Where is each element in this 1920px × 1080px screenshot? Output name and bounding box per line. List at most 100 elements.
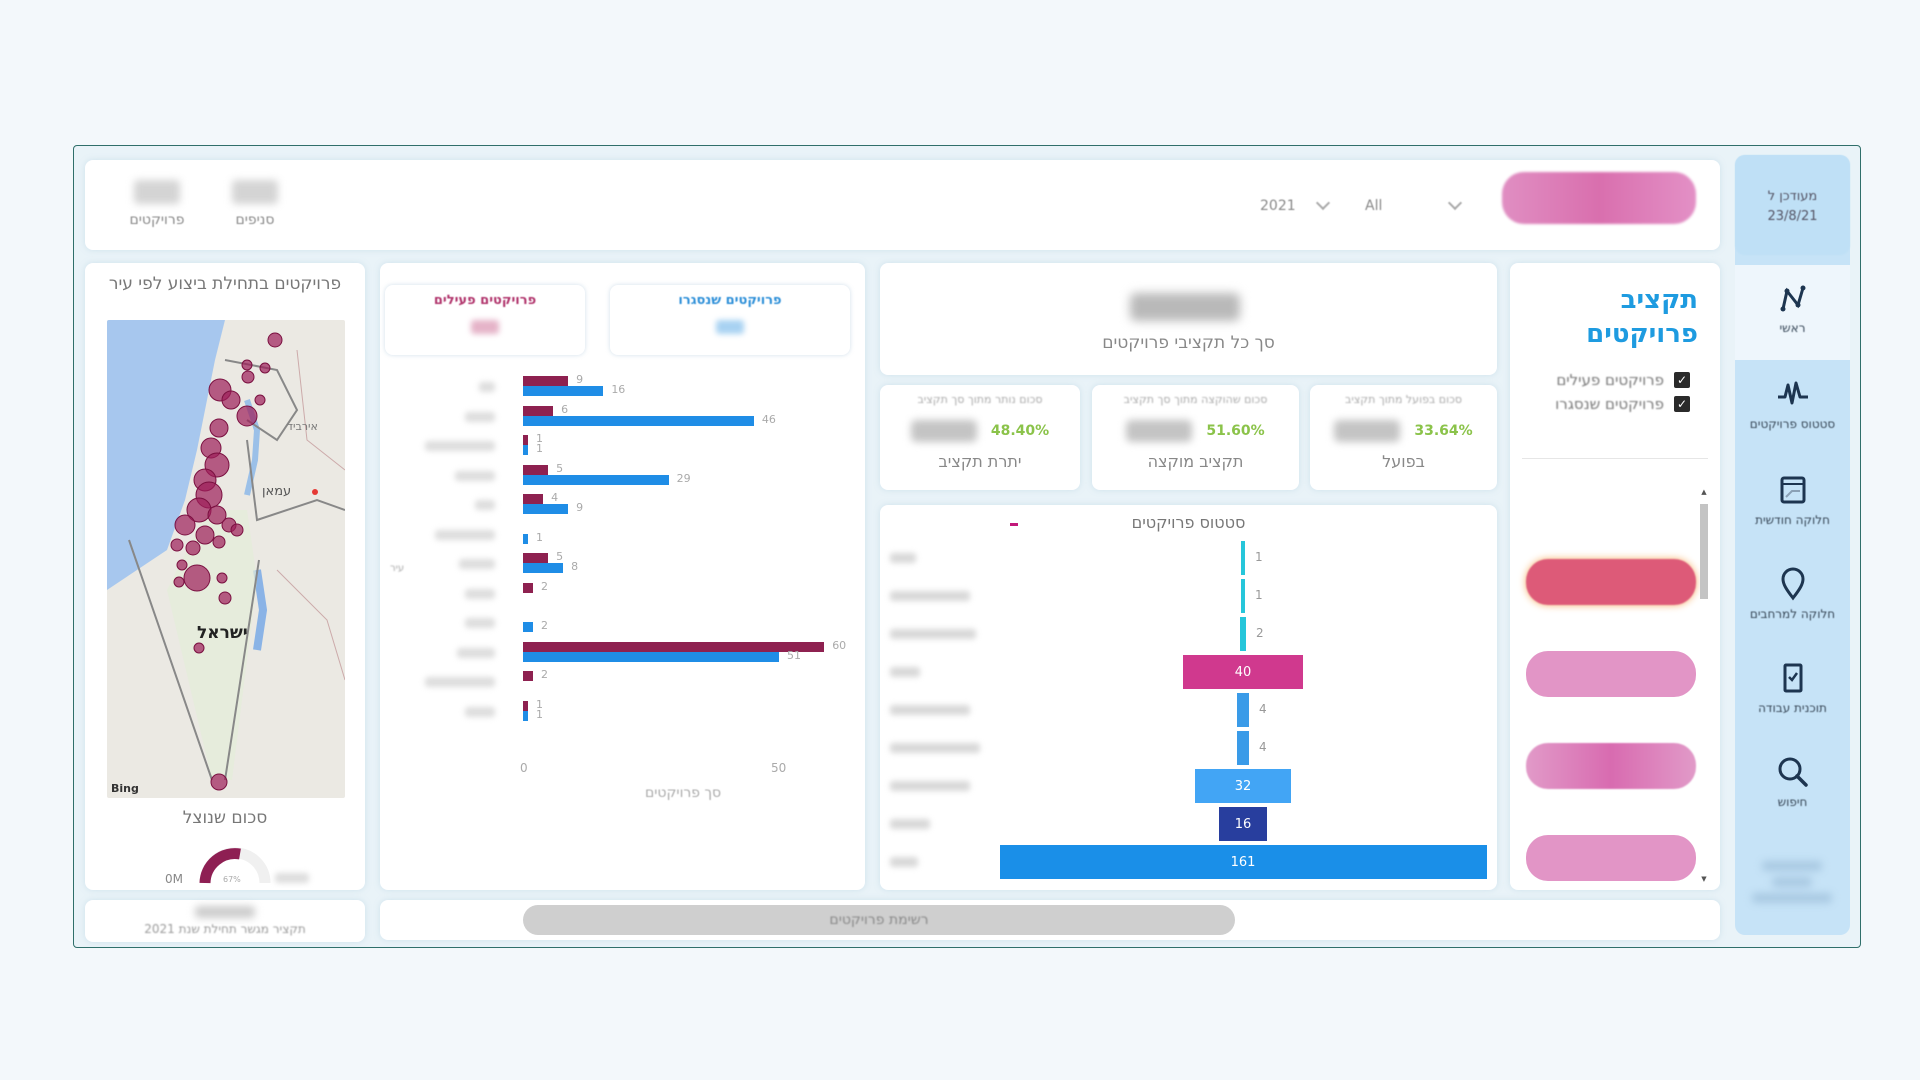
bar-row[interactable]: 6 46 bbox=[380, 402, 865, 432]
funnel-bar[interactable] bbox=[1239, 617, 1247, 651]
funnel-bar[interactable] bbox=[1241, 579, 1245, 613]
closed-bar[interactable] bbox=[523, 445, 529, 455]
funnel-row[interactable]: 2 bbox=[880, 617, 1497, 651]
kpi-pct: 33.64% bbox=[1414, 423, 1473, 439]
kpi-value bbox=[910, 420, 977, 442]
bar-value: 6 bbox=[561, 402, 569, 416]
funnel-bar[interactable] bbox=[1236, 731, 1250, 765]
city-label bbox=[425, 677, 495, 687]
funnel-row[interactable]: 1 bbox=[880, 541, 1497, 575]
closed-projects-box[interactable]: פרויקטים שנסגרו bbox=[610, 285, 850, 355]
status-label bbox=[890, 553, 916, 563]
closed-bar[interactable] bbox=[523, 622, 534, 632]
scrollbar-thumb[interactable] bbox=[1700, 504, 1708, 599]
funnel-row[interactable]: 4 bbox=[880, 731, 1497, 765]
active-bar[interactable] bbox=[523, 464, 549, 475]
active-bar[interactable] bbox=[523, 405, 554, 416]
closed-bar[interactable] bbox=[523, 415, 754, 426]
svg-text:ישראל: ישראל bbox=[197, 623, 248, 643]
sidebar-item-label: חלוקה למרחבים bbox=[1749, 607, 1836, 621]
bar-row[interactable]: 60 51 bbox=[380, 639, 865, 668]
sidebar-item-workplan[interactable]: תוכנית עבודה bbox=[1735, 661, 1850, 715]
bar-row[interactable]: 1 bbox=[380, 524, 865, 550]
funnel-row[interactable]: 16 bbox=[880, 807, 1497, 841]
closed-bar[interactable] bbox=[523, 386, 604, 396]
sidebar-item-project-status[interactable]: סטטוס פרויקטים bbox=[1735, 377, 1850, 431]
divider bbox=[1522, 458, 1708, 459]
closed-bar[interactable] bbox=[523, 474, 669, 485]
active-bar[interactable] bbox=[523, 582, 534, 593]
city-bubble-map[interactable]: ישראל עמאן אירביד Bing bbox=[107, 320, 345, 798]
status-funnel-panel: סטטוס פרויקטים 1 1 2 40 4 4 32 16 161 bbox=[880, 505, 1497, 890]
funnel-bar[interactable]: 32 bbox=[1194, 769, 1292, 803]
total-budget-value bbox=[1130, 293, 1240, 321]
bar-row[interactable]: 2 bbox=[380, 580, 865, 609]
bar-row[interactable]: 2 bbox=[380, 668, 865, 697]
bar-value: 9 bbox=[576, 501, 584, 514]
map-title: פרויקטים בתחילת ביצוע לפי עיר bbox=[108, 274, 342, 294]
kpi-label: יתרת תקציב bbox=[938, 452, 1022, 471]
bar-row[interactable]: 5 29 bbox=[380, 462, 865, 491]
city-label bbox=[479, 382, 495, 392]
pulse-icon bbox=[1777, 381, 1808, 405]
closed-projects-checkbox[interactable]: ✓ פרויקטים שנסגרו bbox=[1555, 395, 1690, 413]
funnel-row[interactable]: 4 bbox=[880, 693, 1497, 727]
active-bar[interactable] bbox=[523, 700, 529, 711]
list-scrollbar[interactable]: ▲ ▼ bbox=[1698, 488, 1710, 883]
active-bar[interactable] bbox=[523, 671, 534, 681]
closed-bar[interactable] bbox=[523, 651, 780, 662]
bar-value: 8 bbox=[571, 560, 579, 573]
active-bar[interactable] bbox=[523, 494, 544, 504]
y-axis-label: עיר bbox=[390, 563, 405, 574]
closed-bar[interactable] bbox=[523, 563, 564, 573]
bar-row[interactable]: 2 bbox=[380, 612, 865, 638]
project-item-button[interactable] bbox=[1526, 743, 1696, 789]
sidebar-item-regions[interactable]: חלוקה למרחבים bbox=[1735, 567, 1850, 621]
project-item-button[interactable] bbox=[1526, 651, 1696, 697]
sidebar-item-monthly[interactable]: חלוקה חודשית bbox=[1735, 473, 1850, 527]
project-list-button[interactable]: רשימת פרויקטים bbox=[523, 905, 1235, 935]
year-filter[interactable]: 2021 bbox=[1260, 195, 1330, 214]
active-bar[interactable] bbox=[523, 553, 549, 563]
closed-bar[interactable] bbox=[523, 533, 529, 544]
total-budget-kpi: סך כל תקציבי פרויקטים bbox=[880, 263, 1497, 375]
scroll-up-icon[interactable]: ▲ bbox=[1701, 488, 1707, 496]
funnel-bar[interactable]: 161 bbox=[999, 845, 1487, 879]
bar-value: 46 bbox=[761, 412, 776, 426]
category-filter-value: All bbox=[1365, 198, 1383, 214]
svg-text:אירביד: אירביד bbox=[287, 420, 318, 433]
active-projects-checkbox[interactable]: ✓ פרויקטים פעילים bbox=[1556, 371, 1690, 389]
bar-row[interactable]: 9 16 bbox=[380, 373, 865, 402]
closed-projects-value bbox=[716, 320, 744, 334]
funnel-row[interactable]: 1 bbox=[880, 579, 1497, 613]
bar-value: 1 bbox=[536, 432, 544, 445]
funnel-row[interactable]: 40 bbox=[880, 655, 1497, 689]
funnel-row[interactable]: 161 bbox=[880, 845, 1497, 879]
sidebar-item-home[interactable]: ראשי bbox=[1735, 265, 1850, 360]
scroll-down-icon[interactable]: ▼ bbox=[1701, 875, 1707, 883]
funnel-row[interactable]: 32 bbox=[880, 769, 1497, 803]
active-bar[interactable] bbox=[523, 435, 529, 445]
header-action-button[interactable] bbox=[1502, 172, 1696, 224]
funnel-bar[interactable]: 40 bbox=[1182, 655, 1304, 689]
funnel-bar[interactable] bbox=[1241, 541, 1245, 575]
funnel-bar[interactable]: 16 bbox=[1218, 807, 1268, 841]
project-item-button[interactable] bbox=[1526, 835, 1696, 881]
project-item-button[interactable] bbox=[1526, 559, 1696, 605]
category-filter[interactable]: All bbox=[1365, 195, 1463, 214]
bar-value: 9 bbox=[576, 373, 584, 386]
active-bar[interactable] bbox=[523, 641, 825, 652]
active-bar[interactable] bbox=[523, 376, 569, 386]
funnel-bar[interactable] bbox=[1236, 693, 1250, 727]
active-projects-box[interactable]: פרויקטים פעילים bbox=[385, 285, 585, 355]
closed-bar[interactable] bbox=[523, 710, 529, 721]
chevron-down-icon bbox=[1315, 195, 1330, 211]
surplus-kpi: סכום נותר מתוך סך תקציב 48.40% יתרת תקצי… bbox=[880, 385, 1080, 490]
sidebar-item-search[interactable]: חיפוש bbox=[1735, 755, 1850, 809]
status-label bbox=[890, 819, 930, 829]
closed-bar[interactable] bbox=[523, 504, 569, 514]
